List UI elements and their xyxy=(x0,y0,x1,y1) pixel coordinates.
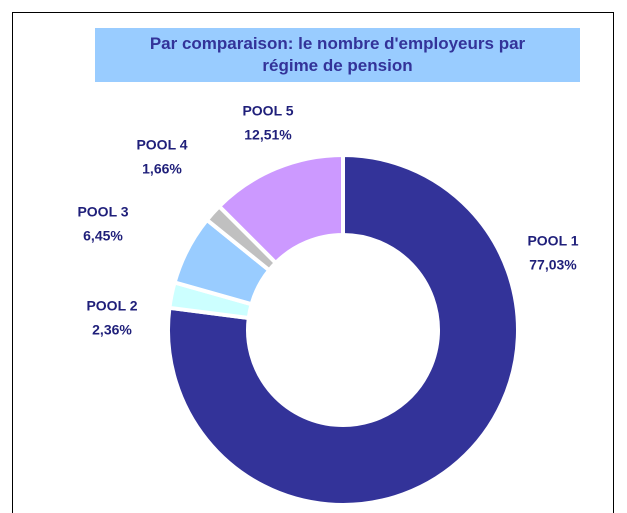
title-box: Par comparaison: le nombre d'employeurs … xyxy=(95,28,580,82)
slice-value-label: 2,36% xyxy=(92,322,132,338)
slice-label: POOL 3 xyxy=(77,204,128,220)
donut-slice xyxy=(166,152,520,507)
slice-value-label: 77,03% xyxy=(529,257,577,273)
slice-label: POOL 1 xyxy=(527,233,578,249)
frame xyxy=(12,12,614,513)
chart-title: Par comparaison: le nombre d'employeurs … xyxy=(149,34,526,75)
slice-value-label: 1,66% xyxy=(142,161,182,177)
slice-label: POOL 5 xyxy=(242,103,293,119)
slice-value-label: 6,45% xyxy=(83,228,123,244)
slice-value-label: 12,51% xyxy=(244,127,292,143)
slice-label: POOL 2 xyxy=(86,298,137,314)
slice-label: POOL 4 xyxy=(136,137,187,153)
donut-slice xyxy=(216,152,345,266)
